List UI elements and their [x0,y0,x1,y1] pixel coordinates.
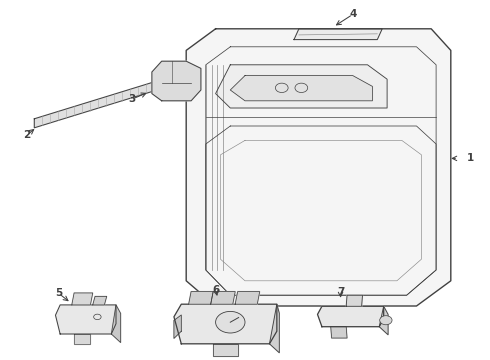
Polygon shape [235,292,260,304]
Polygon shape [189,292,213,304]
Text: 4: 4 [349,9,357,19]
Polygon shape [318,306,384,327]
Polygon shape [186,29,451,306]
Polygon shape [331,327,347,338]
Polygon shape [34,72,186,128]
Polygon shape [174,304,277,344]
Polygon shape [379,306,388,335]
Circle shape [216,311,245,333]
Polygon shape [230,76,372,101]
Polygon shape [55,305,116,334]
Polygon shape [174,315,181,338]
Polygon shape [294,29,382,40]
Polygon shape [152,61,201,101]
Text: 5: 5 [55,288,62,298]
Text: 2: 2 [24,130,30,140]
Text: 3: 3 [129,94,136,104]
Polygon shape [74,334,90,344]
Circle shape [380,316,392,325]
Text: 7: 7 [337,287,344,297]
Polygon shape [211,292,235,304]
Polygon shape [270,304,279,353]
Text: 1: 1 [467,153,474,163]
Polygon shape [213,344,238,356]
Polygon shape [72,293,93,305]
Polygon shape [111,305,121,343]
Text: 6: 6 [212,285,219,295]
Polygon shape [346,295,363,306]
Polygon shape [216,65,387,108]
Polygon shape [93,296,107,305]
